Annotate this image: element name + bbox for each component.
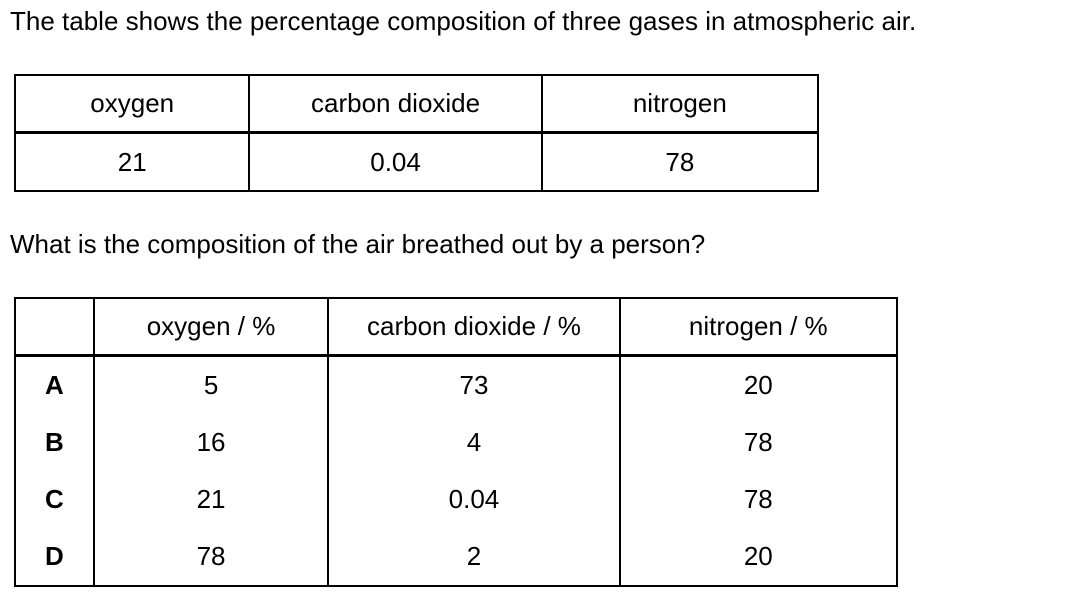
option-nitrogen: 78	[618, 414, 899, 471]
header-carbon-dioxide: carbon dioxide	[248, 74, 543, 134]
option-letter: D	[14, 528, 95, 587]
header-carbon-dioxide-percent: carbon dioxide / %	[327, 297, 621, 357]
option-oxygen: 5	[92, 355, 330, 414]
atmospheric-air-table: oxygen carbon dioxide nitrogen 21 0.04 7…	[13, 74, 820, 192]
option-nitrogen: 20	[618, 528, 899, 587]
option-carbon-dioxide: 0.04	[327, 471, 621, 528]
option-oxygen: 78	[92, 528, 330, 587]
option-carbon-dioxide: 73	[327, 355, 621, 414]
option-letter: C	[14, 471, 95, 528]
option-oxygen: 16	[92, 414, 330, 471]
header-nitrogen-percent: nitrogen / %	[618, 297, 899, 357]
option-row-b[interactable]: B 16 4 78	[14, 414, 899, 471]
option-oxygen: 21	[92, 471, 330, 528]
question-text: What is the composition of the air breat…	[10, 229, 706, 259]
value-oxygen: 21	[13, 131, 251, 192]
header-nitrogen: nitrogen	[540, 74, 820, 134]
option-nitrogen: 20	[618, 355, 899, 414]
option-letter: B	[14, 414, 95, 471]
option-row-d[interactable]: D 78 2 20	[14, 528, 899, 587]
intro-text: The table shows the percentage compositi…	[10, 6, 917, 36]
header-blank	[14, 297, 95, 357]
option-row-a[interactable]: A 5 73 20	[14, 355, 899, 414]
option-letter: A	[14, 355, 95, 414]
table-row: 21 0.04 78	[13, 131, 820, 192]
header-oxygen-percent: oxygen / %	[92, 297, 330, 357]
table-header-row: oxygen carbon dioxide nitrogen	[13, 74, 820, 134]
option-carbon-dioxide: 4	[327, 414, 621, 471]
option-row-c[interactable]: C 21 0.04 78	[14, 471, 899, 528]
header-oxygen: oxygen	[13, 74, 251, 134]
value-nitrogen: 78	[540, 131, 820, 192]
value-carbon-dioxide: 0.04	[248, 131, 543, 192]
option-nitrogen: 78	[618, 471, 899, 528]
answer-options-table: oxygen / % carbon dioxide / % nitrogen /…	[14, 297, 899, 587]
option-carbon-dioxide: 2	[327, 528, 621, 587]
table-header-row: oxygen / % carbon dioxide / % nitrogen /…	[14, 297, 899, 357]
